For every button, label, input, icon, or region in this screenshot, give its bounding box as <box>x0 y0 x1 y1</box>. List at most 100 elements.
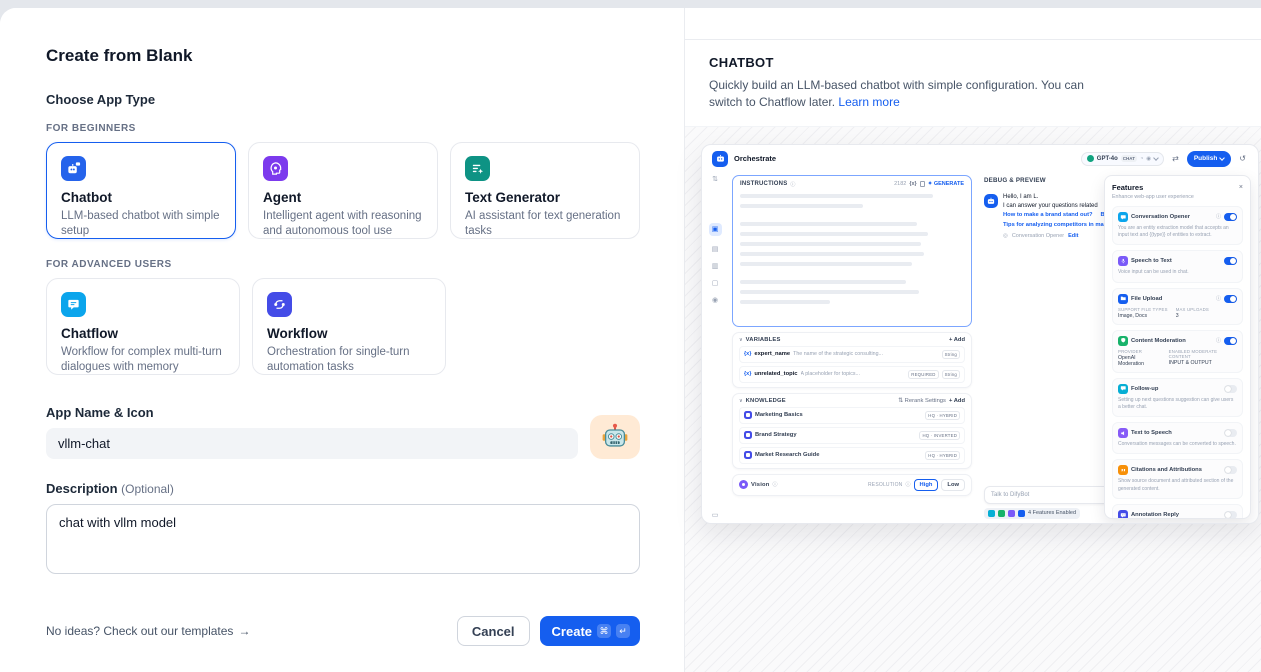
preview-backdrop: Orchestrate GPT-4o CHAT ◔ ◉ ⇄ Publish <box>685 125 1261 672</box>
rail-orchestrate-icon[interactable]: ▣ <box>708 222 722 236</box>
close-icon[interactable]: × <box>1238 183 1243 191</box>
toggle-switch[interactable] <box>1224 466 1237 475</box>
variable-icon[interactable]: {x} <box>909 181 917 188</box>
speaker-icon <box>1118 428 1128 439</box>
knowledge-row[interactable]: Market Research Guide HQ · HYBRID <box>739 446 965 464</box>
agent-icon <box>263 156 288 181</box>
pv-left-rail: ⇅ ▣ ▤ ▥ ▢ ◉ ▭ <box>702 173 728 523</box>
preview-info: CHATBOT Quickly build an LLM-based chatb… <box>685 40 1261 126</box>
rail-prompt-icon[interactable]: ▥ <box>711 262 719 270</box>
features-enabled-bar[interactable]: 4 Features Enabled <box>984 507 1081 519</box>
description-textarea[interactable]: chat with vllm model <box>46 504 640 574</box>
feature-conversation-opener: Conversation Opener ⓘ You are an entity … <box>1112 205 1243 246</box>
info-icon: ⓘ <box>1215 214 1221 221</box>
pv-publish-button[interactable]: Publish <box>1186 150 1232 167</box>
learn-more-link[interactable]: Learn more <box>838 95 900 110</box>
resolution-label: RESOLUTION <box>867 481 903 488</box>
knowledge-row[interactable]: Brand Strategy HQ · INVERTED <box>739 426 965 444</box>
model-config-icon[interactable]: ⇄ <box>1172 154 1179 164</box>
add-knowledge-button[interactable]: + Add <box>948 397 965 404</box>
app-type-card-chatflow[interactable]: Chatflow Workflow for complex multi-turn… <box>46 278 240 375</box>
generate-button[interactable]: ✦ GENERATE <box>927 181 964 188</box>
feature-text-to-speech: Text to Speech Conversation messages can… <box>1112 422 1243 455</box>
pv-app-title: Orchestrate <box>734 154 777 164</box>
for-advanced-users-label: FOR ADVANCED USERS <box>46 259 172 270</box>
feature-citations: Citations and Attributions Show source d… <box>1112 459 1243 499</box>
pv-body: ⇅ ▣ ▤ ▥ ▢ ◉ ▭ INSTRUCTIONS ⓘ <box>702 173 1258 523</box>
suggested-question[interactable]: Tips for analyzing competitors in market <box>1003 221 1115 228</box>
rail-globe-icon[interactable]: ◉ <box>711 296 719 304</box>
vision-label: Vision <box>751 481 770 488</box>
variable-row[interactable]: {x} unrelated_topic A placeholder for to… <box>739 365 965 383</box>
swap-icon[interactable]: ⇅ <box>712 175 718 183</box>
preview-heading: CHATBOT <box>709 55 774 70</box>
history-icon[interactable]: ↺ <box>1239 154 1246 164</box>
toggle-switch[interactable] <box>1224 257 1237 266</box>
toggle-switch[interactable] <box>1224 429 1237 438</box>
toggle-switch[interactable] <box>1224 212 1237 221</box>
bot-avatar-icon <box>984 193 998 208</box>
pv-model-name: GPT-4o <box>1096 155 1118 162</box>
greeting-line: Hello, I am L. <box>1003 193 1039 200</box>
instructions-label: INSTRUCTIONS <box>740 181 788 188</box>
app-type-name: Chatflow <box>61 326 118 341</box>
add-variable-button[interactable]: + Add <box>948 336 965 343</box>
toggle-switch[interactable] <box>1224 336 1237 345</box>
opener-edit-link[interactable]: Edit <box>1068 232 1079 239</box>
suggested-question[interactable]: How to make a brand stand out? <box>1003 211 1093 218</box>
toggle-switch[interactable] <box>1224 294 1237 303</box>
rail-image-icon[interactable]: ▤ <box>711 245 719 253</box>
shield-icon <box>1118 335 1128 346</box>
app-type-card-workflow[interactable]: Workflow Orchestration for single-turn a… <box>252 278 446 375</box>
settings-icon: ◉ <box>1146 155 1152 162</box>
info-icon: ⓘ <box>1215 296 1221 303</box>
folder-icon <box>1118 293 1128 304</box>
toggle-switch[interactable] <box>1224 510 1237 518</box>
pv-header: Orchestrate GPT-4o CHAT ◔ ◉ ⇄ Publish <box>702 145 1258 173</box>
rail-note-icon[interactable]: ▢ <box>711 279 719 287</box>
follow-up-icon <box>1118 383 1128 394</box>
pv-app-avatar-icon <box>712 150 728 167</box>
toggle-switch[interactable] <box>1224 384 1237 393</box>
create-button[interactable]: Create ⌘ ↵ <box>539 616 640 646</box>
app-type-desc: Intelligent agent with reasoning and aut… <box>263 210 422 237</box>
rail-collapse-icon[interactable]: ▭ <box>711 511 719 519</box>
collapse-caret-icon[interactable]: ∨ <box>739 397 743 404</box>
feature-speech-to-text: Speech to Text Voice input can be used i… <box>1112 250 1243 283</box>
templates-link[interactable]: No ideas? Check out our templates → <box>46 624 251 638</box>
features-panel: Features × Enhance web-app user experien… <box>1104 174 1251 519</box>
stt-feature-icon <box>1008 509 1015 517</box>
feature-follow-up: Follow-up Setting up next questions sugg… <box>1112 377 1243 418</box>
retrieval-badge: HQ · INVERTED <box>919 430 960 440</box>
required-chip: REQUIRED <box>908 369 939 379</box>
chatbot-icon <box>61 156 86 181</box>
text-generator-icon <box>465 156 490 181</box>
retrieval-badge: HQ · HYBRID <box>925 410 960 420</box>
pv-model-selector[interactable]: GPT-4o CHAT ◔ ◉ <box>1080 151 1165 166</box>
app-icon-picker[interactable] <box>590 415 640 459</box>
knowledge-row[interactable]: Marketing Basics HQ · HYBRID <box>739 406 965 424</box>
description-optional-label: (Optional) <box>121 482 174 496</box>
app-type-card-agent[interactable]: Agent Intelligent agent with reasoning a… <box>248 142 438 239</box>
instructions-skeleton <box>740 193 964 304</box>
variables-heading: VARIABLES <box>745 336 781 343</box>
variable-row[interactable]: {x} expert_name The name of the strategi… <box>739 345 965 363</box>
app-name-input[interactable] <box>46 428 578 459</box>
app-type-card-chatbot[interactable]: Chatbot LLM-based chatbot with simple se… <box>46 142 236 239</box>
copy-icon[interactable] <box>919 181 925 188</box>
info-icon: ⓘ <box>772 482 778 489</box>
collapse-caret-icon[interactable]: ∨ <box>739 336 743 343</box>
app-type-name: Agent <box>263 190 302 205</box>
cancel-button[interactable]: Cancel <box>456 616 530 646</box>
resolution-high-button[interactable]: High <box>913 478 939 491</box>
variable-type-chip: String <box>941 349 960 359</box>
vision-icon <box>739 480 748 490</box>
app-type-desc: Workflow for complex multi-turn dialogue… <box>61 346 222 373</box>
robot-emoji-icon <box>602 423 628 447</box>
resolution-low-button[interactable]: Low <box>941 478 965 491</box>
create-app-modal: Create from Blank Choose App Type FOR BE… <box>0 8 1261 672</box>
app-type-card-text-generator[interactable]: Text Generator AI assistant for text gen… <box>450 142 640 239</box>
preview-topbar <box>685 8 1261 40</box>
app-type-desc: LLM-based chatbot with simple setup <box>61 210 220 237</box>
rerank-settings-button[interactable]: ⇅ Rerank Settings <box>898 397 946 404</box>
